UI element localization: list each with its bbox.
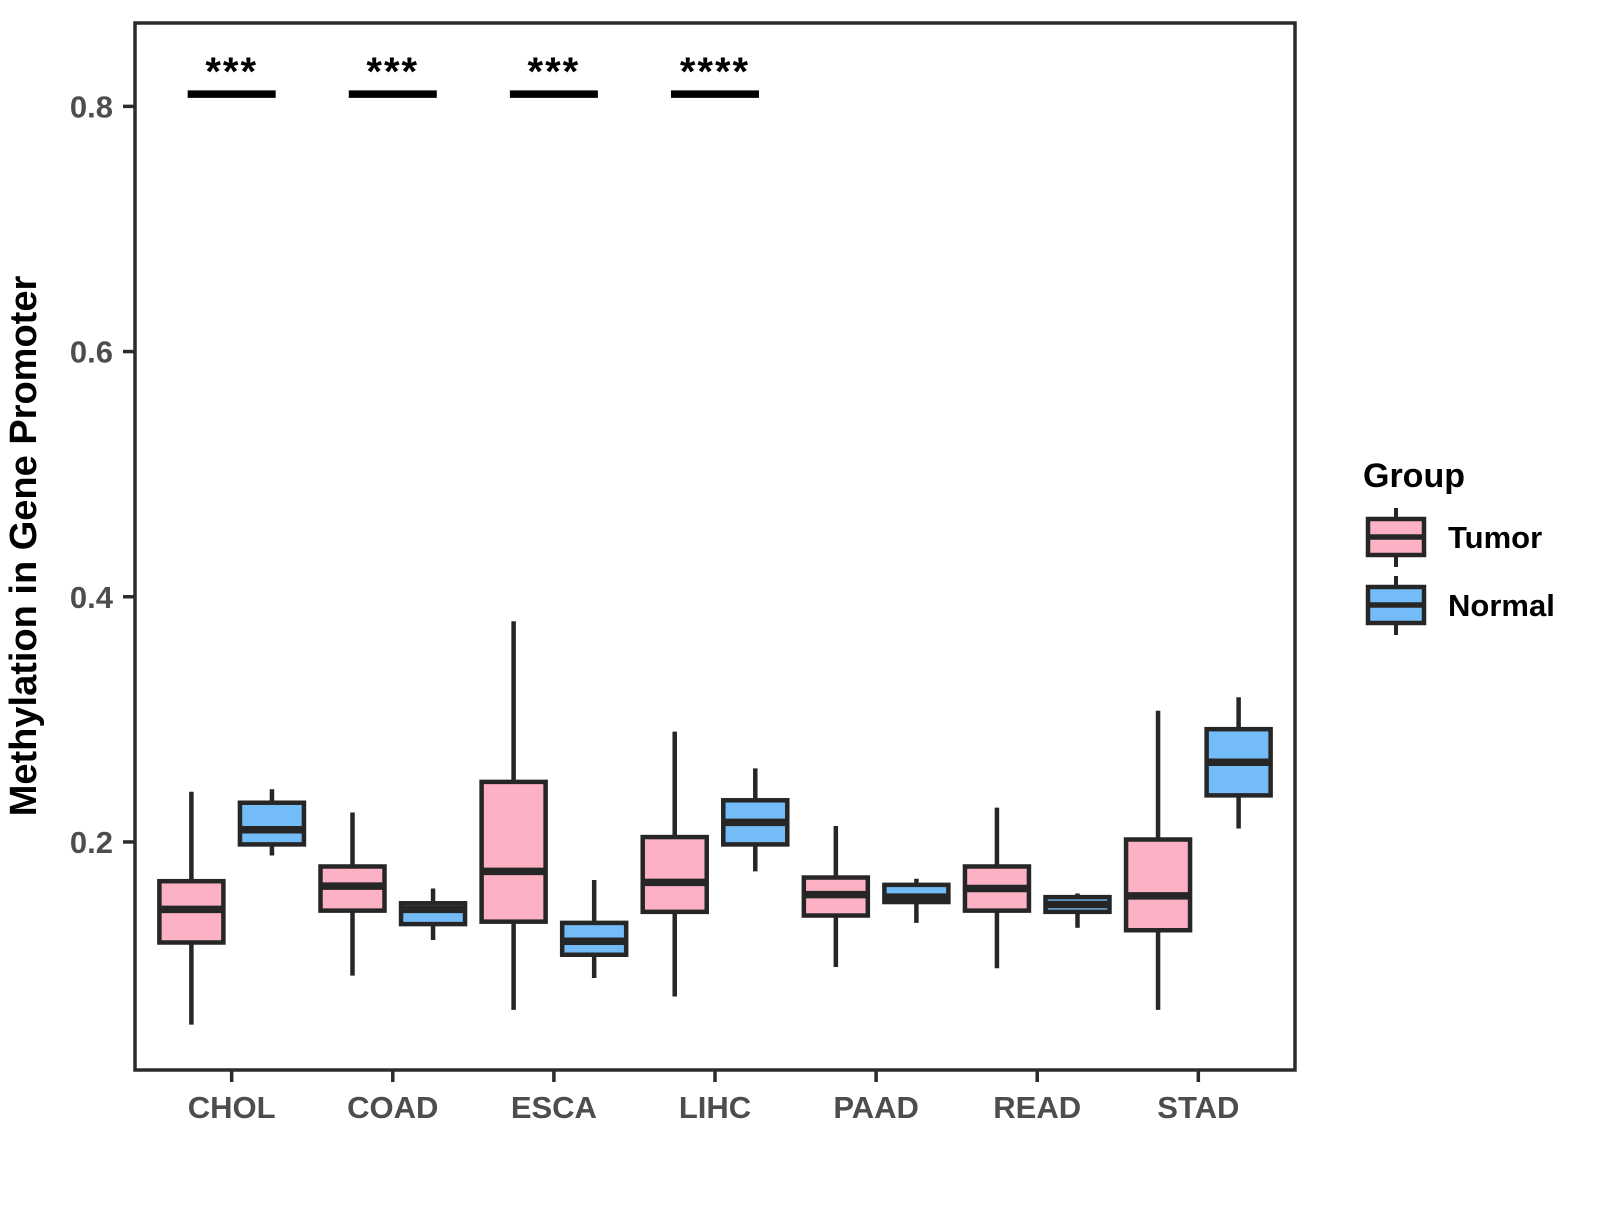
y-tick-label: 0.4	[70, 580, 114, 615]
y-tick-label: 0.6	[70, 335, 113, 370]
x-category-label: STAD	[1157, 1090, 1239, 1125]
legend-label-tumor: Tumor	[1448, 520, 1542, 555]
legend-label-normal: Normal	[1448, 588, 1555, 623]
legend-entry-normal: Normal	[1365, 576, 1555, 635]
boxplot-box-tumor-STAD	[1123, 837, 1193, 933]
significance-stars-CHOL: ***	[205, 50, 258, 94]
plot-area: 0.2 0.4 0.6 0.8 CHOL COAD ESCA LIHC PAAD READ STAD…	[70, 21, 1297, 1125]
significance-stars-COAD: ***	[366, 50, 419, 94]
y-axis-title: Methylation in Gene Promoter	[3, 276, 45, 817]
y-tick-label: 0.8	[70, 89, 113, 124]
y-tick-label: 0.2	[70, 825, 113, 860]
legend-entry-tumor: Tumor	[1365, 508, 1542, 567]
boxplot-box-tumor-ESCA	[479, 779, 548, 924]
x-category-label: PAAD	[833, 1090, 919, 1125]
x-category-label: COAD	[347, 1090, 438, 1125]
x-category-label: CHOL	[188, 1090, 276, 1125]
boxplot-box-tumor-LIHC	[640, 834, 709, 915]
boxplot-box-normal-CHOL	[237, 800, 307, 847]
x-category-label: LIHC	[679, 1090, 751, 1125]
panel-border	[133, 21, 1297, 1072]
significance-stars-ESCA: ***	[528, 50, 581, 94]
legend: Group Tumor Normal	[1363, 457, 1555, 635]
x-category-label: ESCA	[511, 1090, 597, 1125]
legend-title: Group	[1363, 457, 1465, 495]
x-category-label: READ	[993, 1090, 1081, 1125]
significance-stars-LIHC: ****	[680, 50, 750, 94]
